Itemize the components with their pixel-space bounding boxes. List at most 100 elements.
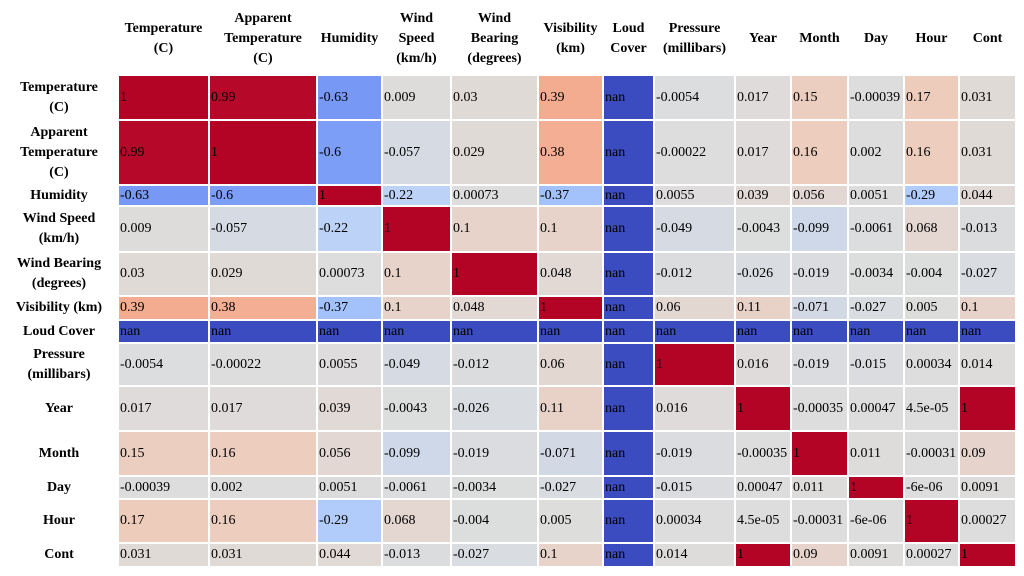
column-header: Day (863, 31, 889, 46)
heatmap-cell: 0.1 (382, 252, 451, 296)
heatmap-cell: 0.00073 (317, 252, 382, 296)
heatmap-cell: 0.17 (904, 75, 959, 120)
heatmap-cell: 0.005 (538, 499, 603, 543)
row-label: Wind Speed (km/h) (22, 211, 96, 246)
column-header: Temperature (C) (124, 21, 203, 56)
heatmap-cell: nan (603, 296, 654, 320)
heatmap-cell: -0.0054 (118, 343, 209, 386)
heatmap-cell: 0.00027 (904, 543, 959, 567)
heatmap-cell: 0.15 (118, 431, 209, 476)
heatmap-cell: nan (791, 320, 848, 343)
heatmap-cell: -0.013 (382, 543, 451, 567)
heatmap-cell: 1 (791, 431, 848, 476)
heatmap-cell: -0.026 (735, 252, 791, 296)
heatmap-cell: 1 (451, 252, 538, 296)
heatmap-cell: 0.039 (735, 185, 791, 206)
heatmap-cell: nan (959, 320, 1016, 343)
heatmap-cell: -0.019 (451, 431, 538, 476)
column-header: Loud Cover (610, 21, 647, 56)
row-label: Year (45, 400, 73, 416)
heatmap-cell: -0.004 (451, 499, 538, 543)
heatmap-cell: nan (118, 320, 209, 343)
heatmap-cell: 0.068 (382, 499, 451, 543)
heatmap-cell: 1 (209, 120, 317, 185)
heatmap-cell: nan (735, 320, 791, 343)
heatmap-cell: -0.00022 (654, 120, 735, 185)
heatmap-cell: -0.015 (654, 476, 735, 499)
heatmap-cell: -0.012 (451, 343, 538, 386)
heatmap-cell: 0.11 (538, 386, 603, 431)
heatmap-cell: 1 (735, 386, 791, 431)
heatmap-cell: 0.06 (538, 343, 603, 386)
heatmap-cell: 0.056 (791, 185, 848, 206)
heatmap-cell: nan (603, 386, 654, 431)
heatmap-cell: 1 (904, 499, 959, 543)
heatmap-cell: 0.031 (118, 543, 209, 567)
heatmap-cell: 0.0091 (959, 476, 1016, 499)
heatmap-cell: -0.63 (317, 75, 382, 120)
heatmap-cell: 0.00027 (959, 499, 1016, 543)
heatmap-cell: 0.009 (382, 75, 451, 120)
heatmap-cell: 0.017 (735, 75, 791, 120)
heatmap-cell: 0.39 (118, 296, 209, 320)
heatmap-cell: 0.39 (538, 75, 603, 120)
heatmap-cell: nan (603, 75, 654, 120)
heatmap-cell: -0.22 (382, 185, 451, 206)
heatmap-cell: -0.0054 (654, 75, 735, 120)
heatmap-cell: nan (603, 185, 654, 206)
heatmap-cell: -0.027 (959, 252, 1016, 296)
heatmap-cell: -0.071 (538, 431, 603, 476)
heatmap-cell: -0.057 (209, 206, 317, 252)
heatmap-cell: -0.6 (209, 185, 317, 206)
heatmap-cell: 0.031 (959, 120, 1016, 185)
heatmap-cell: 0.09 (791, 543, 848, 567)
heatmap-cell: -0.37 (538, 185, 603, 206)
heatmap-cell: nan (538, 320, 603, 343)
heatmap-cell: 1 (538, 296, 603, 320)
heatmap-cell: 1 (735, 543, 791, 567)
heatmap-cell: 0.014 (959, 343, 1016, 386)
heatmap-cell: 0.002 (209, 476, 317, 499)
heatmap-cell: 0.005 (904, 296, 959, 320)
heatmap-cell: 0.03 (451, 75, 538, 120)
heatmap-cell: -0.019 (791, 252, 848, 296)
heatmap-cell: -0.00035 (735, 431, 791, 476)
heatmap-cell: nan (451, 320, 538, 343)
heatmap-cell: 0.00073 (451, 185, 538, 206)
heatmap-cell: nan (603, 476, 654, 499)
heatmap-cell: 0.16 (791, 120, 848, 185)
heatmap-cell: 0.99 (118, 120, 209, 185)
heatmap-cell: -0.29 (904, 185, 959, 206)
heatmap-cell: 0.0055 (317, 343, 382, 386)
heatmap-cell: -0.0034 (848, 252, 904, 296)
row-label: Cont (44, 547, 74, 562)
heatmap-cell: 0.11 (735, 296, 791, 320)
heatmap-cell: -0.099 (791, 206, 848, 252)
heatmap-cell: 0.1 (538, 206, 603, 252)
heatmap-cell: 0.09 (959, 431, 1016, 476)
heatmap-cell: -0.0061 (848, 206, 904, 252)
heatmap-cell: 0.16 (209, 431, 317, 476)
heatmap-cell: nan (603, 120, 654, 185)
heatmap-cell: 0.011 (848, 431, 904, 476)
heatmap-cell: -0.049 (382, 343, 451, 386)
heatmap-cell: 0.1 (538, 543, 603, 567)
heatmap-cell: -0.0043 (382, 386, 451, 431)
heatmap-cell: 0.048 (451, 296, 538, 320)
heatmap-cell: -0.004 (904, 252, 959, 296)
heatmap-cell: nan (603, 431, 654, 476)
heatmap-cell: 1 (959, 386, 1016, 431)
heatmap-cell: 0.00047 (735, 476, 791, 499)
column-header: Visibility (km) (543, 21, 598, 56)
heatmap-cell: 0.1 (382, 296, 451, 320)
row-label: Month (38, 445, 80, 461)
heatmap-cell: -0.012 (654, 252, 735, 296)
row-label: Day (46, 479, 72, 495)
heatmap-cell: -0.027 (538, 476, 603, 499)
heatmap-cell: 0.0055 (654, 185, 735, 206)
heatmap-cell: nan (603, 320, 654, 343)
heatmap-cell: -0.00035 (791, 386, 848, 431)
heatmap-cell: 0.00034 (654, 499, 735, 543)
column-header: Wind Bearing (degrees) (467, 11, 522, 66)
